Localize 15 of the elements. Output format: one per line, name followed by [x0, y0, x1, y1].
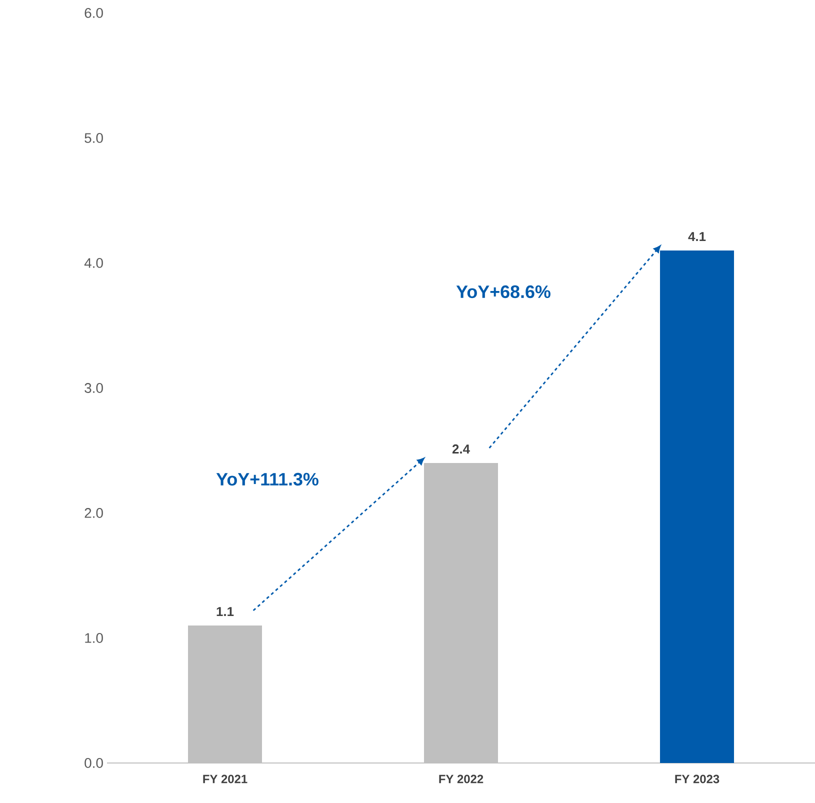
- y-tick-label: 4.0: [84, 258, 103, 268]
- y-tick-label: 5.0: [84, 133, 103, 143]
- x-tick-label: FY 2023: [675, 774, 720, 784]
- x-tick-label: FY 2022: [439, 774, 484, 784]
- data-label: 4.1: [688, 232, 706, 241]
- y-tick-label: 1.0: [85, 633, 103, 643]
- data-label: 2.4: [452, 444, 470, 454]
- data-label: 1.1: [216, 607, 234, 616]
- y-tick-label: 6.0: [84, 8, 103, 18]
- y-tick-label: 0.0: [84, 758, 103, 768]
- x-tick-label: FY 2021: [203, 774, 248, 784]
- y-tick-label: 2.0: [84, 508, 103, 518]
- y-tick-label: 3.0: [84, 383, 103, 393]
- annotation: YoY+68.6%: [456, 285, 550, 298]
- annotation: YoY+111.3%: [216, 472, 318, 486]
